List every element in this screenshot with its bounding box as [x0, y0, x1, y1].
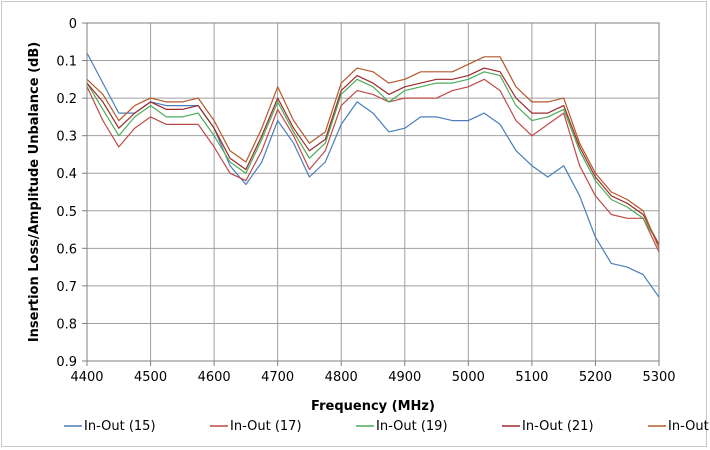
x-tick-label: 4700: [261, 370, 294, 385]
x-tick-label: 5300: [642, 370, 675, 385]
y-tick-label: 0.6: [56, 242, 77, 257]
x-axis-title: Frequency (MHz): [311, 399, 435, 414]
x-tick-label: 4600: [198, 370, 231, 385]
series-line-2: [86, 78, 660, 253]
x-tick-label: 4800: [325, 370, 358, 385]
axes: [82, 22, 660, 366]
series-lines: [86, 52, 660, 298]
y-tick-label: 0.2: [56, 92, 77, 107]
legend-label: In-Out (19): [376, 419, 448, 434]
plot-area: [87, 23, 659, 361]
series-line-4: [86, 67, 660, 245]
legend-label: In-Out (15): [84, 419, 156, 434]
legend-label: In-Out (17): [230, 419, 302, 434]
legend-label: In-Out (21): [522, 419, 594, 434]
series-line-3: [86, 71, 660, 245]
y-tick-label: 0.9: [56, 355, 77, 370]
x-tick-label: 4500: [134, 370, 167, 385]
tick-labels: 4400 4500 4600 4700 4800 4900 5000 5100 5200 5300…: [56, 17, 675, 385]
y-tick-label: 0.7: [56, 280, 77, 295]
x-tick-label: 4400: [70, 370, 103, 385]
y-axis-title: Insertion Loss/Amplitude Unbalance (dB): [27, 42, 42, 342]
y-tick-label: 0.3: [56, 130, 77, 145]
x-tick-label: 5000: [452, 370, 485, 385]
x-tick-label: 5200: [579, 370, 612, 385]
series-line-5: [86, 56, 660, 249]
y-tick-label: 0: [69, 17, 77, 32]
plot-border: [86, 22, 660, 362]
legend: In-Out (15) In-Out (17) In-Out (19) In-Out …: [64, 419, 710, 434]
legend-label: In-Out (23): [668, 419, 710, 434]
x-tick-label: 4900: [388, 370, 421, 385]
series-line-1: [86, 52, 660, 298]
y-tick-label: 0.1: [56, 55, 77, 70]
y-tick-label: 0.4: [56, 167, 77, 182]
y-tick-label: 0.8: [56, 317, 77, 332]
y-tick-label: 0.5: [56, 205, 77, 220]
x-tick-label: 5100: [515, 370, 548, 385]
